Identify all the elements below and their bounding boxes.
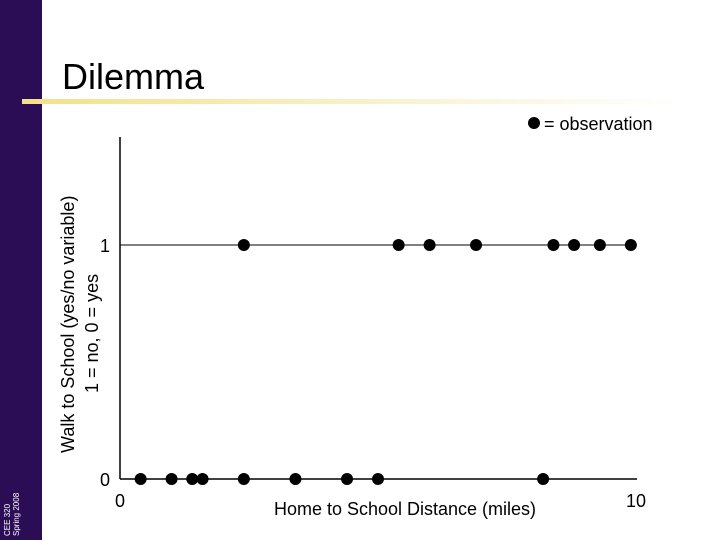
data-point-7: [372, 473, 384, 485]
x-axis-label: Home to School Distance (miles): [274, 499, 536, 519]
y-tick-label-1: 1: [100, 236, 110, 256]
data-point-16: [624, 239, 637, 251]
legend: = observation: [528, 114, 653, 135]
slide-title: Dilemma: [62, 56, 205, 97]
data-point-2: [186, 473, 199, 485]
y-tick-label-0: 0: [100, 470, 110, 490]
sidebar-band: CEE 320 Spring 2008: [0, 0, 42, 540]
data-point-5: [289, 473, 302, 485]
data-point-14: [568, 239, 581, 251]
data-point-1: [165, 473, 178, 485]
x-tick-label-0: 0: [115, 491, 125, 511]
data-point-0: [134, 473, 147, 485]
tick-labels: 010 10: [100, 236, 646, 511]
data-point-8: [537, 473, 550, 485]
data-point-15: [593, 239, 606, 251]
data-point-10: [392, 239, 405, 251]
legend-text: = observation: [544, 114, 653, 134]
data-point-4: [237, 473, 250, 485]
data-point-9: [237, 239, 250, 251]
title-underline: [22, 99, 686, 104]
data-point-6: [341, 473, 354, 485]
data-point-13: [547, 239, 560, 251]
legend-marker: [528, 117, 540, 130]
data-point-12: [470, 239, 483, 251]
data-points: [134, 239, 637, 485]
x-tick-label-1: 10: [626, 491, 646, 511]
data-point-3: [196, 473, 209, 485]
data-point-11: [423, 239, 436, 251]
